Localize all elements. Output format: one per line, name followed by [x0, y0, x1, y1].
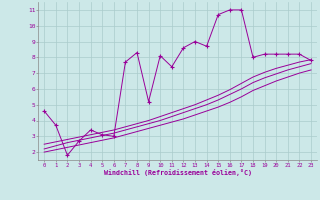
- X-axis label: Windchill (Refroidissement éolien,°C): Windchill (Refroidissement éolien,°C): [104, 169, 252, 176]
